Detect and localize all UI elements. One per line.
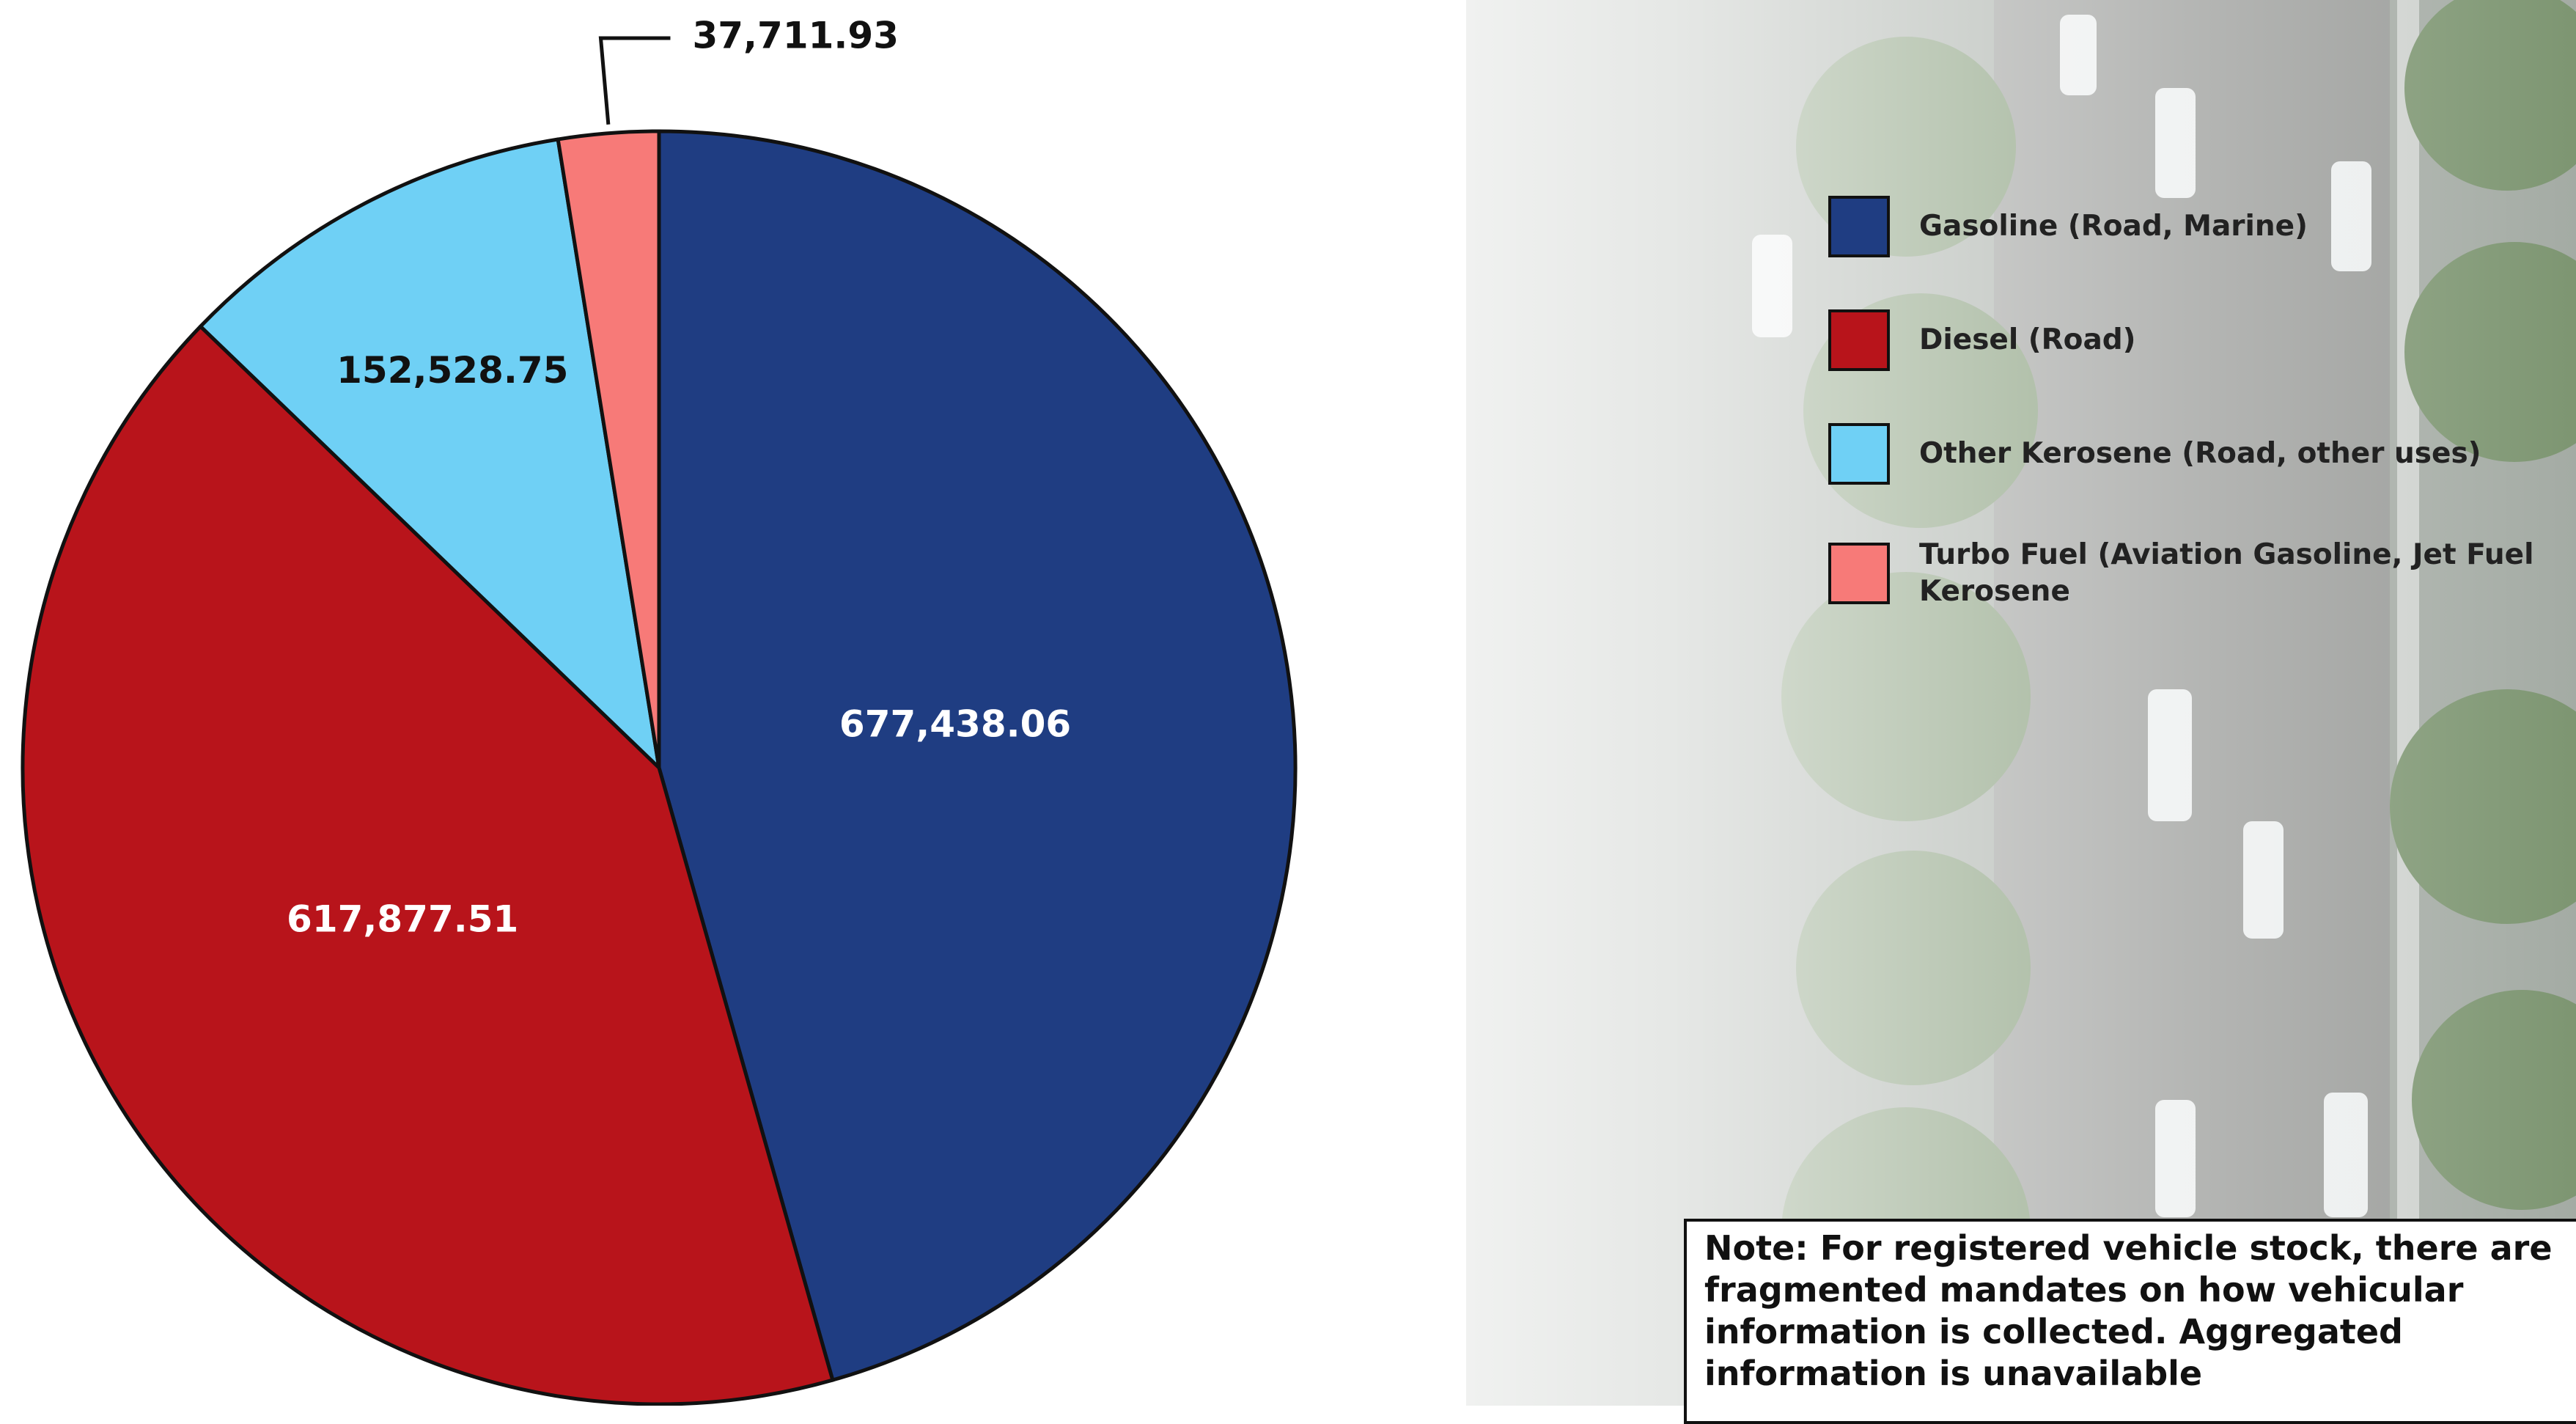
pie-slice [556,129,661,770]
data-label: 617,877.51 [287,898,518,940]
pie-slice [21,324,835,1406]
data-label: 37,711.93 [692,14,899,56]
pie-slice [657,129,1298,1382]
legend-swatch [1828,309,1890,371]
legend-item: Other Kerosene (Road, other uses) [1828,423,2569,485]
legend-item: Diesel (Road) [1828,309,2569,371]
legend: Gasoline (Road, Marine) Diesel (Road) Othe… [1828,196,2569,662]
data-label: 152,528.75 [336,349,568,392]
legend-label: Turbo Fuel (Aviation Gasoline, Jet Fuel … [1919,538,2534,608]
legend-label: Diesel (Road) [1919,323,2136,356]
legend-label: Other Kerosene (Road, other uses) [1919,437,2481,470]
pie-chart: 677,438.06 617,877.51 152,528.75 37,711.93 [21,14,1298,1406]
note: Note: For registered vehicle stock, ther… [1684,1219,2576,1424]
pie-slice [199,137,661,770]
legend-swatch [1828,196,1890,257]
legend-item: Turbo Fuel (Aviation Gasoline, Jet Fuel … [1828,537,2569,610]
legend-swatch [1828,543,1890,604]
leader-line [598,36,671,125]
data-label: 677,438.06 [839,702,1071,745]
legend-swatch [1828,423,1890,485]
legend-item: Gasoline (Road, Marine) [1828,196,2569,257]
legend-label: Gasoline (Road, Marine) [1919,210,2308,243]
